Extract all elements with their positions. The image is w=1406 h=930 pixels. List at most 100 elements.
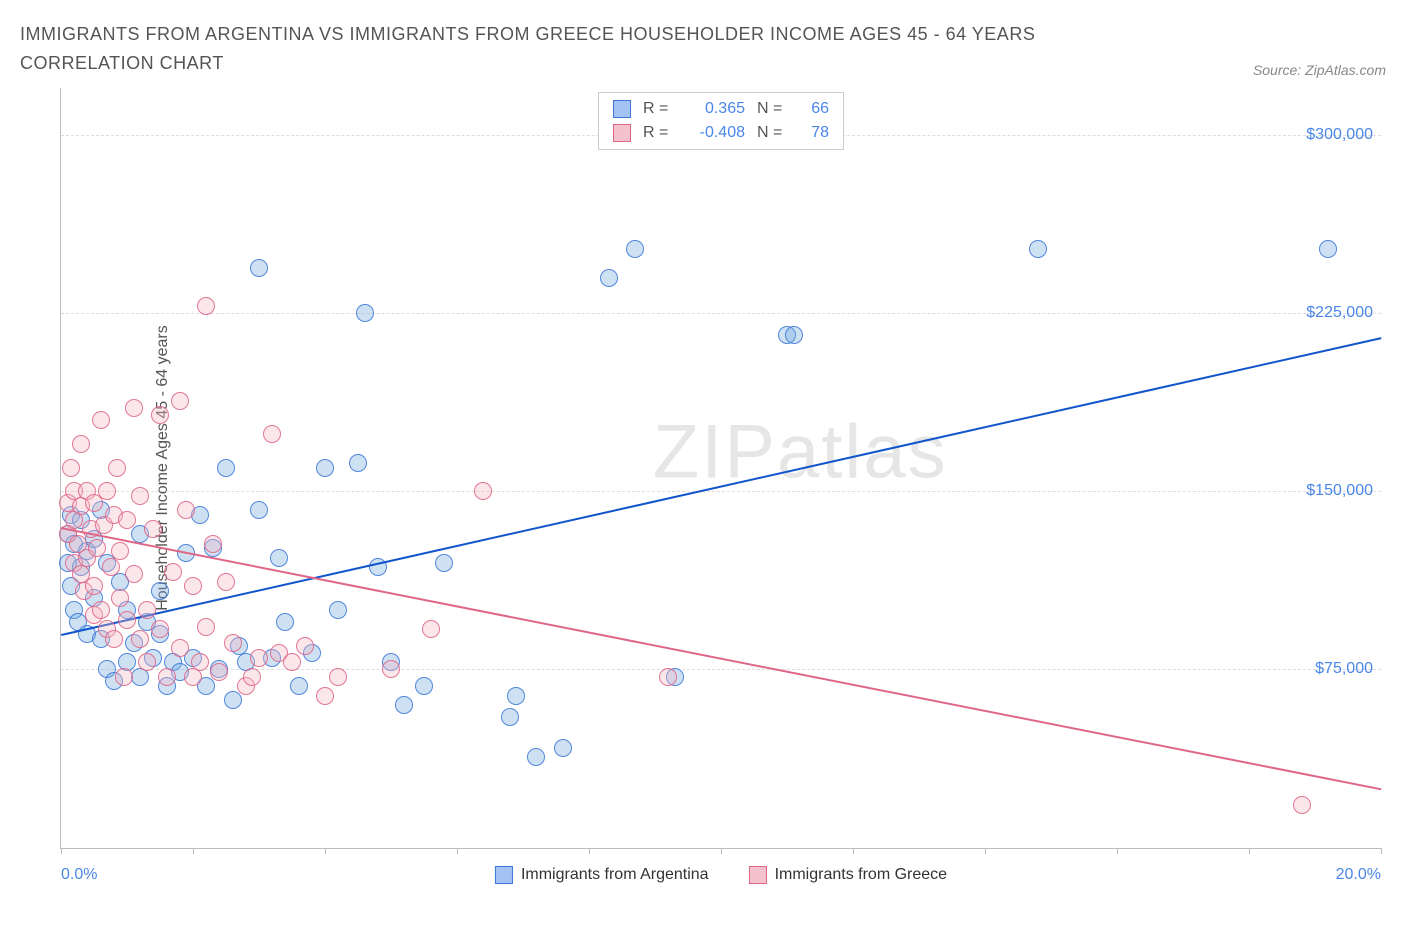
legend-label: Immigrants from Greece (775, 866, 947, 884)
y-tick-label: $75,000 (1315, 660, 1373, 678)
legend-text: 78 (799, 121, 829, 145)
chart-title: IMMIGRANTS FROM ARGENTINA VS IMMIGRANTS … (20, 20, 1120, 78)
data-point (102, 558, 120, 576)
watermark: ZIPatlas (653, 409, 948, 496)
data-point (85, 577, 103, 595)
legend-label: Immigrants from Argentina (521, 866, 709, 884)
data-point (329, 668, 347, 686)
source-label: Source: ZipAtlas.com (1253, 62, 1386, 78)
data-point (92, 411, 110, 429)
data-point (111, 542, 129, 560)
gridline (61, 491, 1381, 492)
legend-row: R =-0.408N =78 (613, 121, 829, 145)
y-tick-label: $300,000 (1306, 126, 1373, 144)
data-point (1029, 240, 1047, 258)
x-tick (457, 848, 458, 854)
data-point (138, 653, 156, 671)
legend-series: Immigrants from Argentina Immigrants from… (495, 866, 947, 884)
data-point (88, 539, 106, 557)
x-tick (193, 848, 194, 854)
data-point (290, 677, 308, 695)
x-tick (325, 848, 326, 854)
x-tick-label: 20.0% (1336, 866, 1381, 884)
legend-swatch (613, 100, 631, 118)
x-tick (61, 848, 62, 854)
data-point (125, 565, 143, 583)
data-point (108, 459, 126, 477)
data-point (263, 425, 281, 443)
data-point (138, 601, 156, 619)
data-point (197, 618, 215, 636)
data-point (151, 582, 169, 600)
data-point (527, 748, 545, 766)
gridline (61, 313, 1381, 314)
data-point (250, 259, 268, 277)
legend-row: R = 0.365 N = 66 (613, 97, 829, 121)
data-point (144, 520, 162, 538)
data-point (659, 668, 677, 686)
data-point (382, 660, 400, 678)
x-tick (1381, 848, 1382, 854)
legend-text: 0.365 (685, 97, 745, 121)
x-tick-label: 0.0% (61, 866, 97, 884)
data-point (626, 240, 644, 258)
data-point (224, 691, 242, 709)
data-point (296, 637, 314, 655)
data-point (171, 639, 189, 657)
data-point (177, 501, 195, 519)
data-point (554, 739, 572, 757)
data-point (217, 459, 235, 477)
legend-swatch (495, 866, 513, 884)
data-point (435, 554, 453, 572)
data-point (72, 435, 90, 453)
data-point (210, 663, 228, 681)
legend-item: Immigrants from Argentina (495, 866, 709, 884)
data-point (224, 634, 242, 652)
data-point (356, 304, 374, 322)
x-tick (985, 848, 986, 854)
data-point (395, 696, 413, 714)
data-point (98, 482, 116, 500)
legend-text: R = (643, 97, 673, 121)
legend-swatch (613, 124, 631, 142)
data-point (115, 668, 133, 686)
data-point (474, 482, 492, 500)
data-point (62, 459, 80, 477)
data-point (507, 687, 525, 705)
data-point (349, 454, 367, 472)
data-point (105, 630, 123, 648)
data-point (1293, 796, 1311, 814)
data-point (158, 668, 176, 686)
x-tick (721, 848, 722, 854)
legend-item: Immigrants from Greece (749, 866, 947, 884)
data-point (243, 668, 261, 686)
data-point (785, 326, 803, 344)
legend-text: -0.408 (685, 121, 745, 145)
legend-text: 66 (799, 97, 829, 121)
data-point (164, 563, 182, 581)
data-point (92, 601, 110, 619)
data-point (250, 501, 268, 519)
data-point (316, 459, 334, 477)
data-point (422, 620, 440, 638)
data-point (329, 601, 347, 619)
data-point (204, 535, 222, 553)
data-point (191, 653, 209, 671)
data-point (111, 589, 129, 607)
data-point (125, 399, 143, 417)
data-point (197, 297, 215, 315)
scatter-plot: ZIPatlas R =0.365N =66R =-0.408N =78 Imm… (60, 88, 1381, 849)
data-point (250, 649, 268, 667)
data-point (415, 677, 433, 695)
x-tick (589, 848, 590, 854)
data-point (151, 406, 169, 424)
x-tick (853, 848, 854, 854)
data-point (276, 613, 294, 631)
data-point (1319, 240, 1337, 258)
data-point (151, 620, 169, 638)
data-point (283, 653, 301, 671)
data-point (131, 630, 149, 648)
y-tick-label: $150,000 (1306, 482, 1373, 500)
legend-text: N = (757, 97, 787, 121)
data-point (316, 687, 334, 705)
